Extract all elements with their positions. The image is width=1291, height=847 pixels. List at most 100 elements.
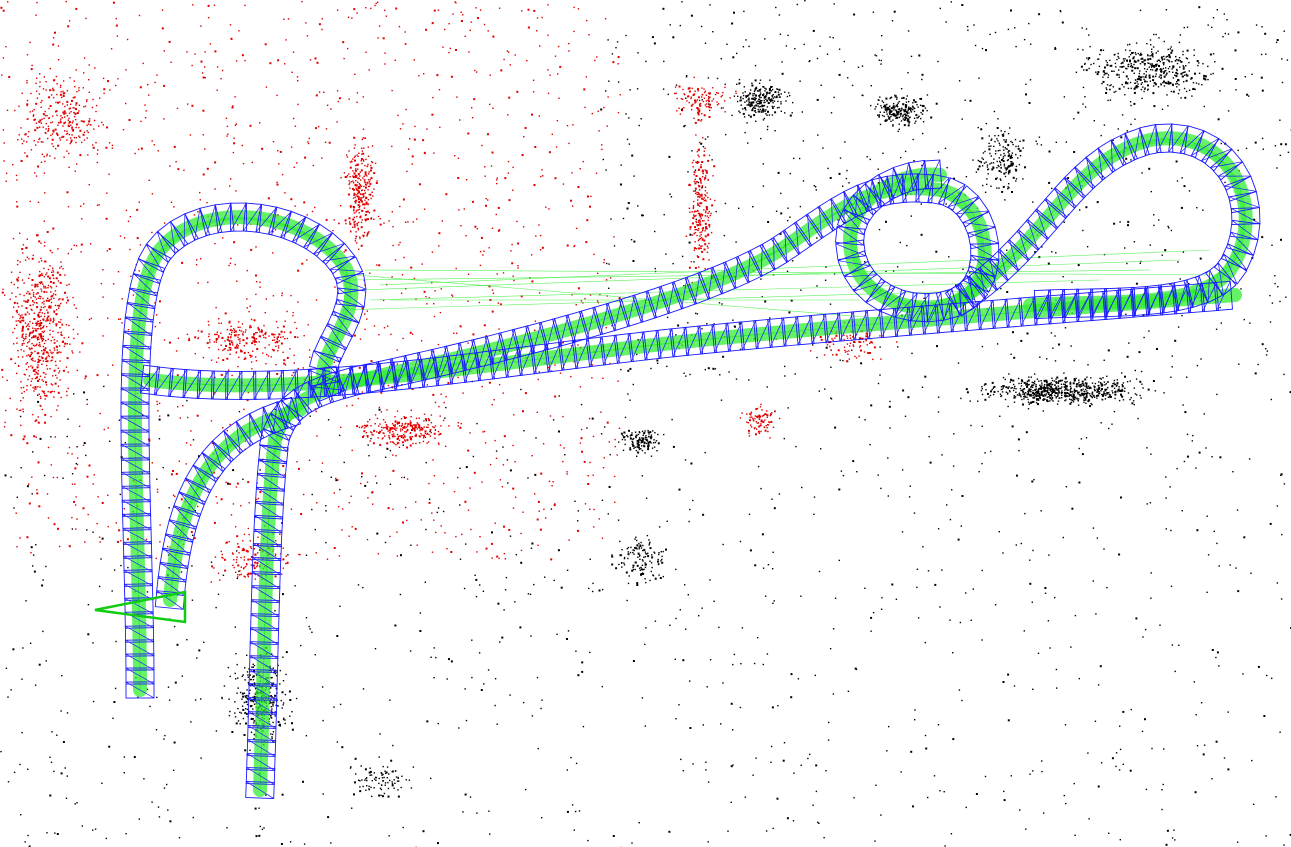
map-point [690,462,693,465]
map-point [878,115,880,117]
map-point [816,98,819,101]
map-point [636,582,639,585]
map-point [390,759,393,762]
map-point [46,153,48,155]
map-point [1271,302,1274,304]
map-point [645,442,648,445]
map-point [1216,651,1219,654]
map-point [136,208,139,211]
map-point [755,94,757,96]
map-point [1150,66,1153,68]
map-point [877,168,879,170]
map-point [1133,241,1136,243]
map-point [648,539,650,541]
map-point [584,106,586,109]
map-point [866,156,868,158]
map-point [764,101,766,104]
map-point [1081,380,1084,383]
map-point [857,66,860,68]
map-point [370,437,372,440]
map-point [1170,376,1172,378]
map-point [834,426,837,429]
map-point [494,522,496,524]
map-point [531,254,533,256]
map-point [235,486,238,488]
map-point [76,163,78,165]
map-point [1058,343,1060,346]
map-point [476,422,478,425]
map-point [52,43,55,46]
map-point [123,772,125,774]
map-point [908,121,911,123]
map-point [453,490,456,493]
map-point [623,431,626,434]
map-point [494,439,496,442]
map-point [1277,286,1279,288]
map-point [279,533,281,535]
map-point [342,41,345,44]
map-point [1163,85,1166,87]
map-point [1155,75,1157,77]
map-point [765,91,768,94]
map-point [1194,88,1196,91]
map-point [744,796,747,798]
map-point [651,447,654,449]
map-point [1169,66,1171,68]
map-point [151,801,153,803]
map-point [487,199,489,201]
map-point [1171,68,1173,70]
map-point [84,377,86,380]
map-point [757,465,760,468]
map-point [762,111,764,113]
map-point [996,177,998,179]
map-point [1000,287,1002,290]
map-point [1152,52,1154,55]
map-point [751,82,753,84]
map-point [151,140,153,142]
map-point [981,639,983,641]
map-point [1057,382,1060,384]
map-point [780,93,782,95]
map-point [237,707,239,710]
map-point [202,173,205,176]
map-point [1111,390,1113,392]
map-point [1170,51,1173,54]
map-point [252,701,254,703]
map-point [1123,65,1125,68]
map-point [610,277,612,279]
map-point [1073,151,1076,153]
map-point [632,551,634,554]
map-point [215,306,217,309]
map-point [484,175,486,177]
map-point [282,547,284,549]
map-point [465,466,468,469]
map-point [969,99,972,102]
map-point [740,97,742,99]
map-point [305,735,308,737]
map-point [536,411,538,413]
map-point [1040,380,1042,382]
map-point [244,59,246,62]
map-point [228,369,230,371]
map-point [922,109,924,112]
map-point [1198,6,1201,9]
map-point [246,694,248,697]
map-point [321,18,323,20]
map-point [1042,399,1045,401]
map-point [45,89,47,91]
map-point [259,491,262,494]
map-point [737,95,739,98]
map-point [1219,90,1221,92]
map-point [1063,386,1065,388]
map-point [83,57,86,59]
map-point [1023,38,1026,41]
map-point [68,20,71,22]
map-point [1107,99,1109,102]
map-point [712,367,715,370]
map-point [751,102,754,104]
map-point [405,779,407,781]
map-point [683,125,685,128]
map-point [1115,90,1117,93]
